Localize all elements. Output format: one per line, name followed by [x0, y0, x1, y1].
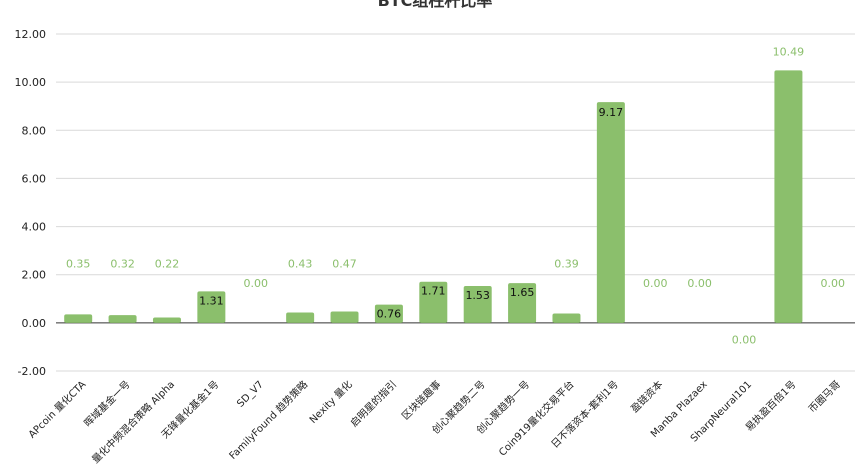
data-label: 0.00: [643, 277, 668, 290]
data-label: 0.76: [377, 308, 402, 321]
x-category-label: 量化中频混合策略 Alpha: [89, 378, 177, 466]
x-category-label: 区块链趣事: [399, 378, 444, 423]
bars: [64, 70, 803, 323]
data-label: 0.00: [244, 277, 269, 290]
x-category-label: 盈链资本: [628, 378, 665, 415]
data-label: 0.47: [332, 257, 357, 270]
y-tick-label: -2.00: [18, 365, 46, 378]
x-category-label: Nexity 量化: [306, 378, 354, 426]
x-category-label: 晖域基金一号: [81, 378, 133, 430]
x-category-label: 币圈马哥: [806, 378, 843, 415]
gridlines: [56, 33, 855, 372]
bar: [374, 304, 403, 323]
bar: [596, 102, 625, 323]
chart-title: BTC组柱杆比率: [378, 0, 493, 10]
x-category-label: 启明星的指引: [347, 378, 399, 430]
bar: [64, 314, 93, 323]
bar: [286, 312, 315, 323]
x-category-label: APcoin 量化CTA: [25, 378, 88, 441]
bar: [197, 291, 226, 323]
y-tick-label: 0.00: [22, 317, 47, 330]
data-label: 0.32: [110, 257, 135, 270]
y-tick-label: 4.00: [22, 221, 47, 234]
y-tick-label: 10.00: [15, 76, 47, 89]
data-label: 10.49: [773, 45, 805, 58]
data-label: 0.00: [821, 277, 846, 290]
x-category-label: SD_V7: [235, 379, 266, 410]
data-label: 0.22: [155, 257, 180, 270]
y-axis-ticks: -2.00 0.00 2.00 4.00 6.00 8.00 10.00 12.00: [15, 28, 47, 378]
bar: [508, 283, 537, 323]
bar: [330, 311, 359, 323]
y-tick-label: 8.00: [22, 124, 47, 137]
bar: [419, 281, 448, 323]
data-label: 1.31: [199, 294, 224, 307]
bar: [552, 313, 581, 323]
data-label: 1.53: [465, 289, 490, 302]
y-tick-label: 12.00: [15, 28, 47, 41]
data-label: 0.43: [288, 257, 313, 270]
x-category-label: FamilyFound 趋势策略: [226, 378, 310, 462]
data-label: 9.17: [599, 106, 624, 119]
bar: [108, 315, 137, 323]
data-label: 0.00: [732, 333, 757, 346]
y-tick-label: 6.00: [22, 172, 47, 185]
bar: [463, 286, 492, 323]
data-label: 0.00: [687, 277, 712, 290]
data-labels: 0.35 0.32 0.22 1.31 0.00 0.43 0.47 0.76 1.71 1.53…: [66, 45, 845, 346]
bar: [774, 70, 803, 323]
data-label: 1.65: [510, 286, 535, 299]
x-category-label: Coin919量化交易平台: [496, 378, 577, 459]
data-label: 0.35: [66, 257, 91, 270]
bar: [152, 317, 181, 323]
y-tick-label: 2.00: [22, 269, 47, 282]
data-label: 0.39: [554, 257, 579, 270]
data-label: 1.71: [421, 285, 446, 298]
